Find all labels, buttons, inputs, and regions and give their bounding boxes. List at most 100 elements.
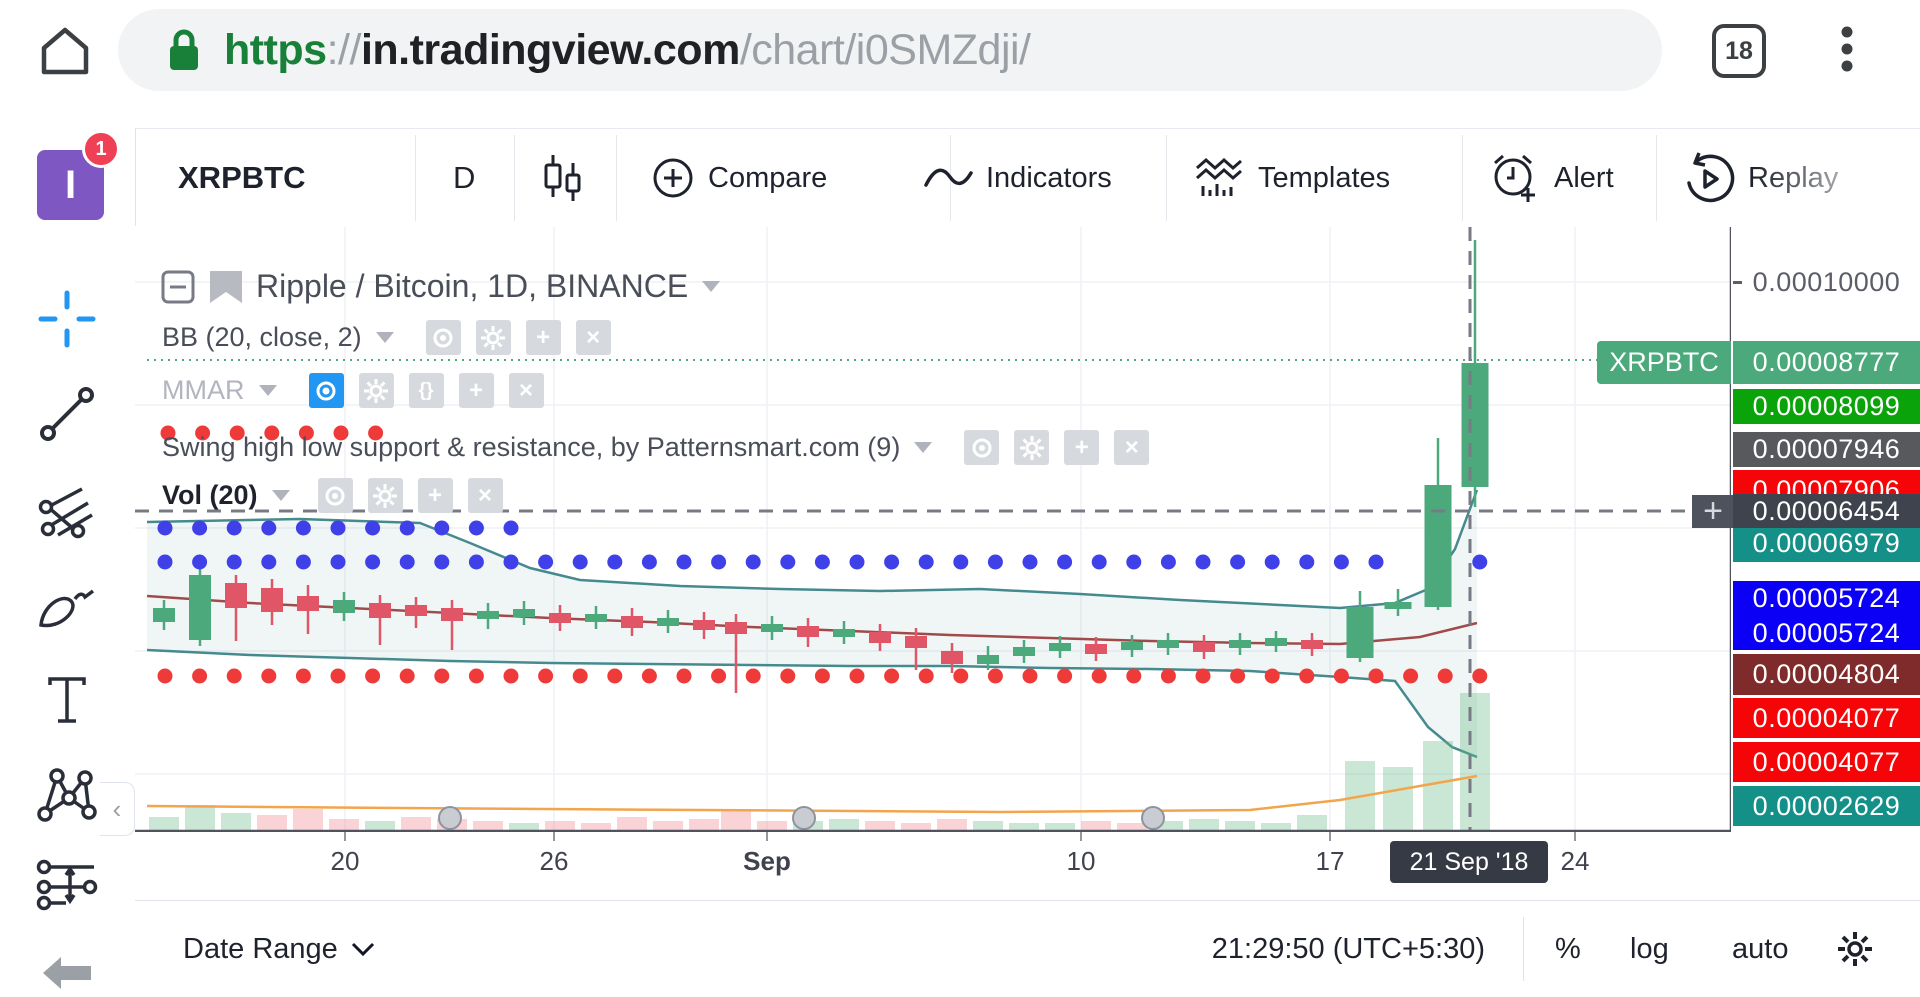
chevron-down-icon[interactable] <box>914 442 933 453</box>
home-icon[interactable] <box>36 22 94 85</box>
toolbar-edge-fade <box>1755 129 1920 227</box>
trend-line-icon <box>40 387 94 441</box>
lock-icon <box>170 29 198 70</box>
symbol-name: XRPBTC <box>178 160 306 195</box>
visibility-icon[interactable] <box>425 320 461 355</box>
settings-icon[interactable] <box>358 373 394 408</box>
settings-icon[interactable] <box>367 478 403 513</box>
axis-tick <box>553 832 555 841</box>
visibility-icon[interactable] <box>308 373 344 408</box>
axis-tick <box>1080 832 1082 841</box>
templates-label: Templates <box>1258 161 1391 194</box>
chart-canvas[interactable] <box>135 226 1920 833</box>
visibility-icon[interactable] <box>317 478 353 513</box>
toolbar-separator <box>616 135 617 221</box>
chevron-down-icon[interactable] <box>258 385 277 396</box>
session-clock[interactable]: 21:29:50 (UTC+5:30) <box>1212 901 1485 997</box>
tag-symbol: XRPBTC <box>1609 347 1719 377</box>
brush-tool[interactable] <box>34 576 100 642</box>
drawing-toolbar: I 1 <box>0 128 136 997</box>
price-scale[interactable]: 0.00010000 0.00008777 0.00008099 0.00007946… <box>1731 226 1920 832</box>
multi-line-tool[interactable] <box>34 480 100 546</box>
legend-row-swing[interactable]: Swing high low support & resistance, by … <box>162 430 1150 465</box>
close-icon[interactable]: × <box>467 478 503 513</box>
toolbar-separator <box>1166 135 1167 221</box>
trend-line-tool[interactable] <box>34 381 100 447</box>
text-tool[interactable] <box>34 668 100 734</box>
flag-icon[interactable] <box>206 269 246 305</box>
axis-tick <box>766 832 768 841</box>
url-separator: :// <box>326 25 362 74</box>
chart-area[interactable] <box>135 226 1920 833</box>
settings-icon[interactable] <box>1014 430 1050 465</box>
interval-button[interactable]: D <box>453 129 475 227</box>
kebab-menu-icon[interactable] <box>1840 26 1854 79</box>
axis-tick <box>344 832 346 841</box>
log-scale-button[interactable]: log <box>1630 901 1669 997</box>
add-icon[interactable]: + <box>417 478 453 513</box>
chevron-down-icon[interactable] <box>271 490 290 501</box>
indicators-icon <box>924 168 973 187</box>
price-label: 0.00002629 <box>1733 786 1920 826</box>
time-label: 24 <box>1560 846 1590 876</box>
crosshair-icon <box>38 290 96 348</box>
xabcd-pattern-tool[interactable] <box>34 762 100 828</box>
legend-row-bb[interactable]: BB (20, close, 2) + × <box>162 320 611 355</box>
price-label: 0.00006979 <box>1733 524 1920 562</box>
date-range-button[interactable]: Date Range <box>183 901 375 997</box>
close-icon[interactable]: × <box>1114 430 1150 465</box>
auto-label: auto <box>1732 932 1789 965</box>
chart-style-button[interactable] <box>541 129 585 227</box>
legend-title-row[interactable]: Ripple / Bitcoin, 1D, BINANCE <box>160 268 721 305</box>
back-arrow[interactable] <box>34 940 100 997</box>
close-icon[interactable]: × <box>575 320 611 355</box>
clock-text: 21:29:50 (UTC+5:30) <box>1211 932 1485 965</box>
mmar-label: MMAR <box>162 375 245 405</box>
source-code-icon[interactable]: {} <box>408 373 444 408</box>
settings-icon[interactable] <box>475 320 511 355</box>
address-bar[interactable]: https://in.tradingview.com/chart/i0SMZdj… <box>118 9 1662 91</box>
templates-button[interactable]: Templates <box>1193 129 1390 227</box>
time-label: 10 <box>1066 846 1096 876</box>
price-label: 0.00008099 <box>1733 389 1920 424</box>
url-scheme: https <box>224 25 327 74</box>
time-label: Sep <box>743 846 791 876</box>
alert-button[interactable]: Alert <box>1487 129 1614 227</box>
crosshair-tool[interactable] <box>34 286 100 352</box>
settings-button[interactable] <box>1837 901 1873 997</box>
avatar-letter: I <box>64 162 77 207</box>
symbol-button[interactable]: XRPBTC <box>178 129 305 227</box>
kebab-menu-icon <box>1841 26 1853 72</box>
indicators-button[interactable]: Indicators <box>923 129 1112 227</box>
projection-tool[interactable] <box>34 852 100 918</box>
percent-scale-button[interactable]: % <box>1555 901 1581 997</box>
visibility-icon[interactable] <box>964 430 1000 465</box>
tab-count: 18 <box>1725 36 1753 65</box>
add-icon[interactable]: + <box>1064 430 1100 465</box>
sidebar-collapse-handle[interactable]: ‹ <box>100 782 135 836</box>
tab-counter[interactable]: 18 <box>1712 24 1766 78</box>
swing-label: Swing high low support & resistance, by … <box>162 432 901 462</box>
notification-badge: 1 <box>82 130 120 168</box>
legend-row-vol[interactable]: Vol (20) + × <box>162 478 503 513</box>
chevron-down-icon[interactable] <box>702 281 721 292</box>
add-icon[interactable]: + <box>458 373 494 408</box>
price-label: 0.00010000 <box>1733 265 1920 299</box>
projection-icon <box>36 859 98 911</box>
chart-footer-bar: Date Range 21:29:50 (UTC+5:30) % log aut… <box>135 900 1920 997</box>
collapse-legend-icon[interactable] <box>160 269 196 305</box>
time-axis[interactable]: 21 Sep '18 20 26 Sep 10 17 24 <box>135 832 1920 900</box>
replay-icon <box>1687 152 1735 203</box>
add-icon[interactable]: + <box>525 320 561 355</box>
auto-scale-button[interactable]: auto <box>1732 901 1788 997</box>
toolbar-separator <box>1462 135 1463 221</box>
crosshair-plus-handle[interactable]: + <box>1692 492 1734 530</box>
legend-row-mmar[interactable]: MMAR {} + × <box>162 373 544 408</box>
compare-button[interactable]: Compare <box>651 129 827 227</box>
close-icon[interactable]: × <box>508 373 544 408</box>
percent-label: % <box>1555 932 1581 965</box>
crosshair-date: 21 Sep '18 <box>1409 847 1529 876</box>
alert-label: Alert <box>1554 161 1614 194</box>
chevron-down-icon[interactable] <box>375 332 394 343</box>
multi-line-icon <box>38 487 93 539</box>
